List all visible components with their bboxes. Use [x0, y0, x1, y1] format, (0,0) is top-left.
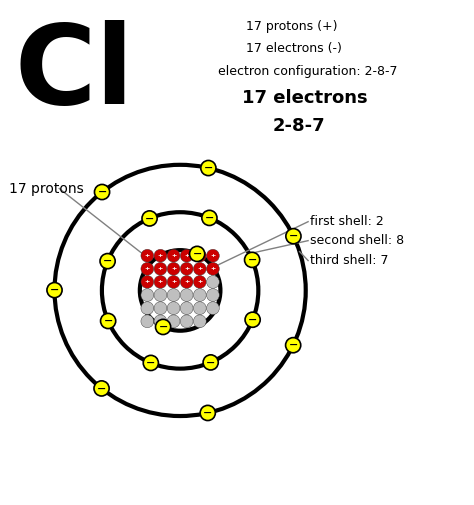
Text: +: +	[171, 266, 176, 271]
Circle shape	[94, 381, 109, 396]
Text: electron configuration: 2-8-7: electron configuration: 2-8-7	[218, 65, 398, 78]
Circle shape	[154, 276, 167, 288]
Text: first shell: 2: first shell: 2	[310, 215, 384, 228]
Circle shape	[141, 289, 154, 301]
Text: +: +	[210, 253, 216, 258]
Text: −: −	[158, 322, 168, 332]
Circle shape	[207, 289, 219, 301]
Text: +: +	[197, 253, 202, 258]
Text: Cl: Cl	[14, 20, 134, 127]
Text: −: −	[146, 358, 155, 368]
Circle shape	[193, 289, 206, 301]
Circle shape	[180, 289, 193, 301]
Circle shape	[207, 302, 219, 315]
Circle shape	[180, 276, 193, 288]
Circle shape	[201, 161, 216, 176]
Text: +: +	[171, 279, 176, 284]
Circle shape	[193, 302, 206, 315]
Circle shape	[167, 302, 180, 315]
Text: −: −	[50, 285, 59, 295]
Circle shape	[207, 276, 219, 288]
Text: 17 protons (+): 17 protons (+)	[246, 20, 338, 33]
Circle shape	[167, 276, 180, 288]
Circle shape	[285, 338, 301, 353]
Text: 17 protons: 17 protons	[9, 181, 84, 195]
Circle shape	[245, 312, 260, 327]
Text: +: +	[197, 266, 202, 271]
Circle shape	[94, 184, 109, 199]
Circle shape	[143, 356, 158, 371]
Text: third shell: 7: third shell: 7	[310, 254, 389, 267]
Circle shape	[193, 263, 206, 275]
Circle shape	[245, 252, 260, 268]
Circle shape	[167, 249, 180, 262]
Circle shape	[190, 246, 205, 262]
Text: +: +	[184, 253, 189, 258]
Text: −: −	[97, 383, 106, 393]
Text: +: +	[184, 266, 189, 271]
Text: −: −	[145, 214, 154, 223]
Circle shape	[207, 263, 219, 275]
Text: +: +	[145, 279, 150, 284]
Text: −: −	[203, 408, 212, 418]
Text: second shell: 8: second shell: 8	[310, 234, 405, 247]
Circle shape	[193, 276, 206, 288]
Text: +: +	[210, 266, 216, 271]
Text: +: +	[158, 279, 163, 284]
Text: +: +	[171, 253, 176, 258]
Circle shape	[193, 315, 206, 328]
Text: +: +	[158, 266, 163, 271]
Circle shape	[180, 249, 193, 262]
Text: 17 electrons: 17 electrons	[242, 89, 367, 107]
Text: +: +	[158, 253, 163, 258]
Text: +: +	[184, 279, 189, 284]
Text: −: −	[103, 256, 112, 266]
Text: −: −	[205, 213, 214, 223]
Circle shape	[154, 302, 167, 315]
Circle shape	[203, 355, 218, 370]
Text: −: −	[206, 358, 215, 368]
Circle shape	[154, 263, 167, 275]
Circle shape	[207, 249, 219, 262]
Circle shape	[100, 314, 116, 329]
Circle shape	[154, 289, 167, 301]
Text: −: −	[247, 255, 257, 265]
Circle shape	[193, 249, 206, 262]
Circle shape	[47, 282, 62, 297]
Circle shape	[141, 276, 154, 288]
Text: −: −	[192, 249, 202, 259]
Text: −: −	[97, 187, 107, 197]
Circle shape	[286, 229, 301, 244]
Text: −: −	[103, 316, 113, 326]
Circle shape	[167, 263, 180, 275]
Text: 17 electrons (-): 17 electrons (-)	[246, 41, 342, 55]
Circle shape	[100, 254, 115, 269]
Circle shape	[155, 319, 171, 334]
Text: −: −	[204, 163, 213, 173]
Circle shape	[180, 302, 193, 315]
Circle shape	[180, 315, 193, 328]
Text: +: +	[145, 253, 150, 258]
Circle shape	[167, 289, 180, 301]
Circle shape	[200, 406, 215, 421]
Circle shape	[180, 263, 193, 275]
Circle shape	[141, 315, 154, 328]
Circle shape	[141, 263, 154, 275]
Circle shape	[167, 315, 180, 328]
Text: +: +	[145, 266, 150, 271]
Text: −: −	[289, 340, 298, 350]
Text: −: −	[248, 315, 257, 325]
Circle shape	[202, 210, 217, 226]
Circle shape	[142, 211, 157, 226]
Circle shape	[141, 302, 154, 315]
Text: +: +	[197, 279, 202, 284]
Text: 2-8-7: 2-8-7	[273, 117, 325, 135]
Circle shape	[141, 249, 154, 262]
Text: −: −	[289, 231, 298, 241]
Circle shape	[154, 249, 167, 262]
Circle shape	[154, 315, 167, 328]
